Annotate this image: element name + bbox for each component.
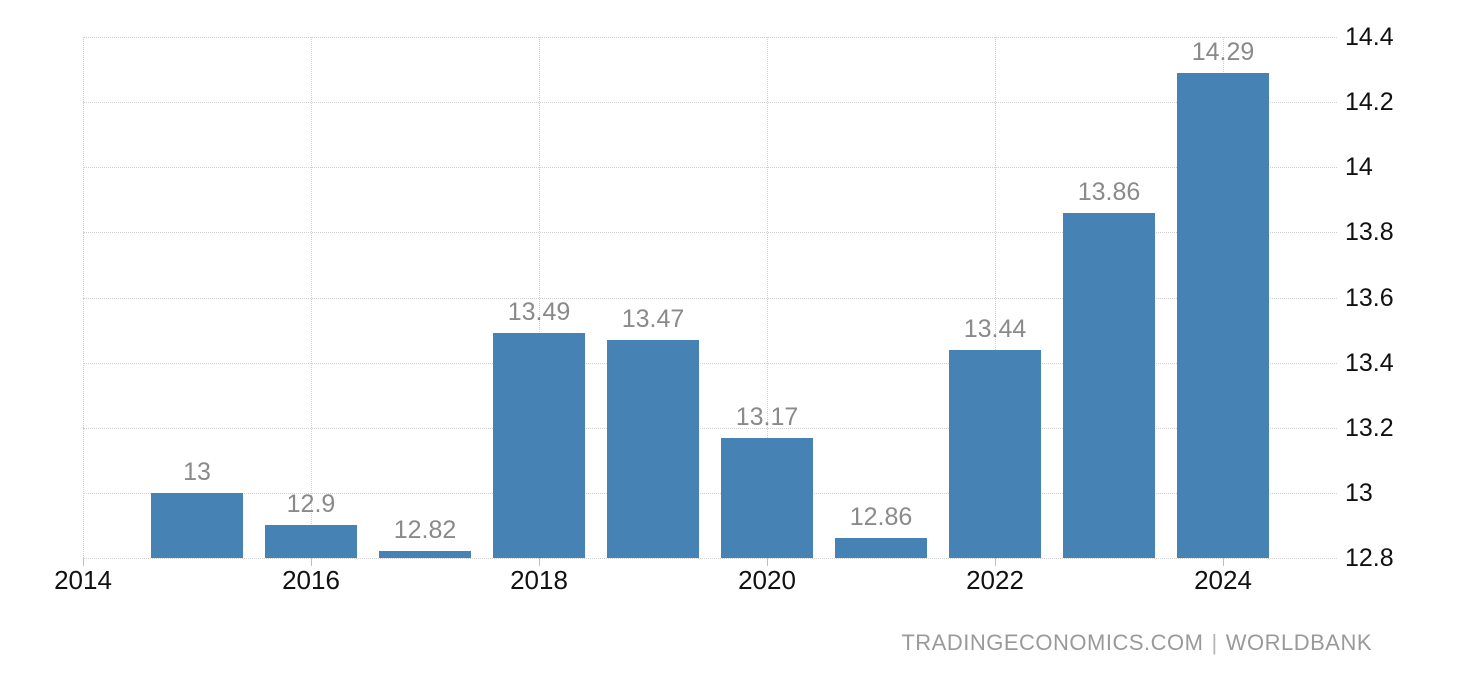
attribution-separator: | [1211,630,1218,655]
y-tick-label: 13.6 [1345,283,1394,312]
gridline-v [539,37,540,558]
x-tick-mark [311,558,312,566]
y-tick-label: 14.4 [1345,23,1394,51]
x-tick-mark [767,558,768,566]
plot-area: 13 12.9 12.82 13.49 13.47 13.17 12.86 13.44 13.8… [83,37,1337,566]
gridline-v [311,37,312,558]
bar-value-label: 13 [183,457,211,486]
bar-value-label: 13.47 [621,304,685,333]
bar-2020[interactable] [721,437,813,558]
gridline-v [995,37,996,558]
gridline-h [83,37,1337,38]
gridline-h [83,102,1337,104]
x-tick-label: 2018 [510,565,568,595]
y-tick-label: 13.4 [1345,348,1394,377]
y-tick-label: 13.8 [1345,218,1394,247]
y-tick-label: 12.8 [1345,544,1394,572]
gridline-h [83,427,1337,429]
x-tick-label: 2020 [738,565,796,595]
attribution-source: TRADINGECONOMICS.COM [901,630,1204,655]
x-tick-mark [995,558,996,566]
bar-2016[interactable] [265,525,357,558]
bar-value-label: 13.86 [1077,177,1141,206]
x-tick-label: 2016 [282,565,340,595]
y-tick-label: 13.2 [1345,413,1394,442]
bar-value-label: 14.29 [1191,37,1255,66]
bar-2017[interactable] [379,551,471,558]
bar-value-label: 13.44 [963,314,1027,343]
y-tick-label: 14 [1345,153,1373,182]
x-tick-label: 2022 [966,565,1024,595]
bar-2018[interactable] [493,333,585,558]
bar-2024[interactable] [1177,72,1269,558]
bar-2022[interactable] [949,349,1041,558]
gridline-h [83,558,1337,559]
x-tick-label: 2014 [54,565,112,595]
bar-value-label: 13.17 [735,402,799,431]
bar-2021[interactable] [835,538,927,558]
gridline-v [767,37,768,558]
attribution: TRADINGECONOMICS.COM | WORLDBANK [901,629,1372,657]
bar-2019[interactable] [607,339,699,558]
bar-value-label: 12.86 [849,503,913,532]
attribution-provider: WORLDBANK [1225,630,1372,655]
bar-2015[interactable] [151,492,243,558]
x-tick-mark [83,558,84,566]
bar-2023[interactable] [1063,212,1155,558]
y-tick-label: 13 [1345,478,1373,507]
x-tick-mark [539,558,540,566]
bar-value-label: 12.82 [393,516,457,545]
x-tick-label: 2024 [1194,565,1252,595]
gridline-v [83,37,84,558]
gridline-h [83,362,1337,364]
gridline-h [83,297,1337,299]
y-tick-label: 14.2 [1345,88,1394,117]
gridline-h [83,167,1337,169]
bar-value-label: 12.9 [286,490,336,519]
gridline-h [83,492,1337,494]
bar-value-label: 13.49 [507,298,571,327]
x-tick-mark [1223,558,1224,566]
gridline-h [83,232,1337,234]
